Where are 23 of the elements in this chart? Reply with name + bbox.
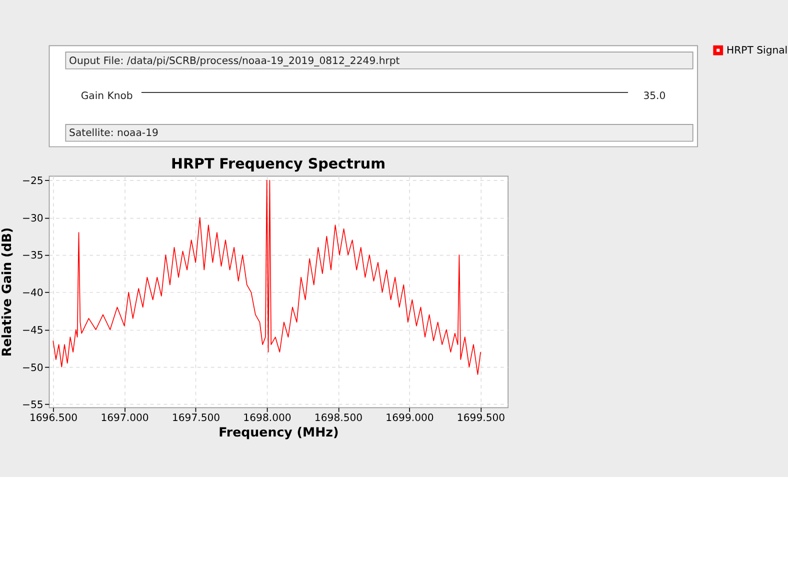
x-tick-label: 1698.000 bbox=[243, 413, 292, 424]
x-tick-label: 1697.500 bbox=[172, 413, 220, 424]
x-tick-label: 1699.500 bbox=[456, 413, 506, 424]
x-tick-label: 1696.500 bbox=[29, 413, 78, 424]
y-axis-title: Relative Gain (dB) bbox=[0, 227, 14, 357]
x-tick-label: 1698.500 bbox=[314, 413, 363, 424]
y-tick-label: −45 bbox=[22, 325, 44, 336]
y-tick-label: −30 bbox=[22, 213, 44, 224]
y-tick-label: −40 bbox=[22, 288, 44, 300]
chart-title: HRPT Frequency Spectrum bbox=[170, 156, 386, 172]
y-tick-label: −25 bbox=[22, 176, 44, 188]
y-tick-label: −55 bbox=[22, 400, 44, 412]
text: Satellite: noaa-19 bbox=[69, 128, 158, 140]
x-axis-title: Frequency (MHz) bbox=[218, 424, 339, 440]
line-series bbox=[52, 180, 481, 375]
text: Ouput File: /data/pi/SCRB/process/noaa-19_2019_0812_2249.hrpt bbox=[69, 56, 400, 67]
y-tick-label: −50 bbox=[22, 362, 44, 374]
x-tick-label: 1697.000 bbox=[100, 413, 149, 424]
x-tick-label: 1699.000 bbox=[386, 413, 434, 424]
text: 35.0 bbox=[643, 91, 666, 102]
y-tick-label: −35 bbox=[22, 250, 44, 262]
text: Gain Knob bbox=[80, 91, 133, 102]
legend-label: HRPT Signal bbox=[726, 46, 788, 57]
